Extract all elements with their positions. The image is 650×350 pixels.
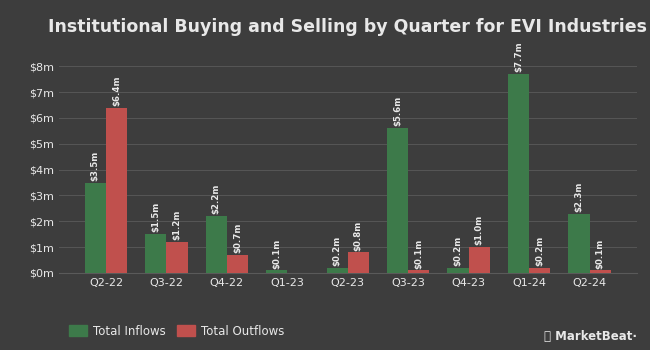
Bar — [145, 234, 166, 273]
Bar — [529, 268, 551, 273]
Bar — [266, 271, 287, 273]
Text: $1.0m: $1.0m — [474, 215, 484, 245]
Bar — [568, 214, 590, 273]
Bar — [447, 268, 469, 273]
Text: $0.2m: $0.2m — [454, 236, 463, 266]
Text: $0.7m: $0.7m — [233, 223, 242, 253]
Text: $0.1m: $0.1m — [272, 238, 281, 268]
Bar — [387, 128, 408, 273]
Text: $2.2m: $2.2m — [212, 184, 221, 214]
Bar — [469, 247, 490, 273]
Text: $0.8m: $0.8m — [354, 220, 363, 251]
Bar — [590, 271, 611, 273]
Text: $5.6m: $5.6m — [393, 96, 402, 126]
Bar — [205, 216, 227, 273]
Bar — [408, 271, 430, 273]
Title: Institutional Buying and Selling by Quarter for EVI Industries: Institutional Buying and Selling by Quar… — [48, 18, 647, 36]
Bar — [84, 182, 106, 273]
Text: $0.1m: $0.1m — [414, 238, 423, 268]
Text: ⫽ MarketBeat·: ⫽ MarketBeat· — [544, 330, 637, 343]
Text: $6.4m: $6.4m — [112, 75, 121, 106]
Text: $1.2m: $1.2m — [172, 210, 181, 240]
Text: $0.2m: $0.2m — [535, 236, 544, 266]
Text: $7.7m: $7.7m — [514, 42, 523, 72]
Bar — [326, 268, 348, 273]
Text: $2.3m: $2.3m — [575, 181, 584, 212]
Bar — [227, 255, 248, 273]
Text: $0.2m: $0.2m — [333, 236, 342, 266]
Bar — [348, 252, 369, 273]
Bar — [106, 107, 127, 273]
Text: $3.5m: $3.5m — [91, 150, 100, 181]
Bar — [166, 242, 188, 273]
Text: $1.5m: $1.5m — [151, 202, 161, 232]
Text: $0.1m: $0.1m — [595, 238, 604, 268]
Legend: Total Inflows, Total Outflows: Total Inflows, Total Outflows — [64, 320, 289, 342]
Bar — [508, 74, 529, 273]
